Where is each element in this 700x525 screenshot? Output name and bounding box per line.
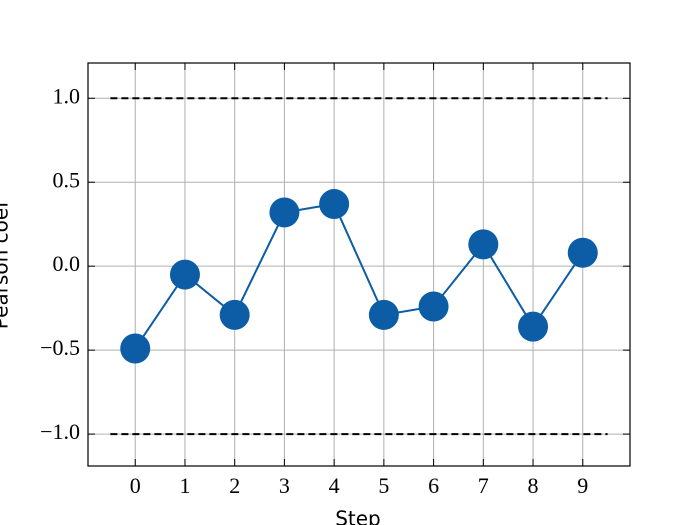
x-tick-label: 6 bbox=[428, 473, 439, 498]
x-tick-label: 7 bbox=[478, 473, 489, 498]
data-point bbox=[319, 189, 350, 220]
x-tick-label: 0 bbox=[130, 473, 141, 498]
x-tick-label: 4 bbox=[329, 473, 340, 498]
data-point bbox=[567, 237, 598, 268]
x-tick-label: 9 bbox=[577, 473, 588, 498]
data-point bbox=[120, 333, 151, 364]
data-point bbox=[269, 197, 300, 228]
plot-frame bbox=[87, 62, 631, 467]
data-point bbox=[518, 311, 549, 342]
y-tick-label: 0.0 bbox=[53, 251, 81, 276]
series-line bbox=[134, 202, 584, 350]
y-tick-label: 0.5 bbox=[53, 167, 81, 192]
data-point bbox=[418, 291, 449, 322]
x-tick-label: 2 bbox=[229, 473, 240, 498]
data-point bbox=[169, 259, 200, 290]
y-tick-label: −1.0 bbox=[40, 419, 80, 444]
x-tick-label: 8 bbox=[528, 473, 539, 498]
y-axis-label: Pearson coef bbox=[0, 200, 13, 329]
y-tick-label: −0.5 bbox=[40, 335, 80, 360]
data-point bbox=[219, 299, 250, 330]
x-tick-label: 1 bbox=[179, 473, 190, 498]
data-point bbox=[468, 229, 499, 260]
y-tick-label: 1.0 bbox=[53, 83, 81, 108]
x-tick-label: 3 bbox=[279, 473, 290, 498]
x-tick-label: 5 bbox=[378, 473, 389, 498]
data-point bbox=[368, 299, 399, 330]
x-axis-label: Step bbox=[335, 507, 381, 525]
